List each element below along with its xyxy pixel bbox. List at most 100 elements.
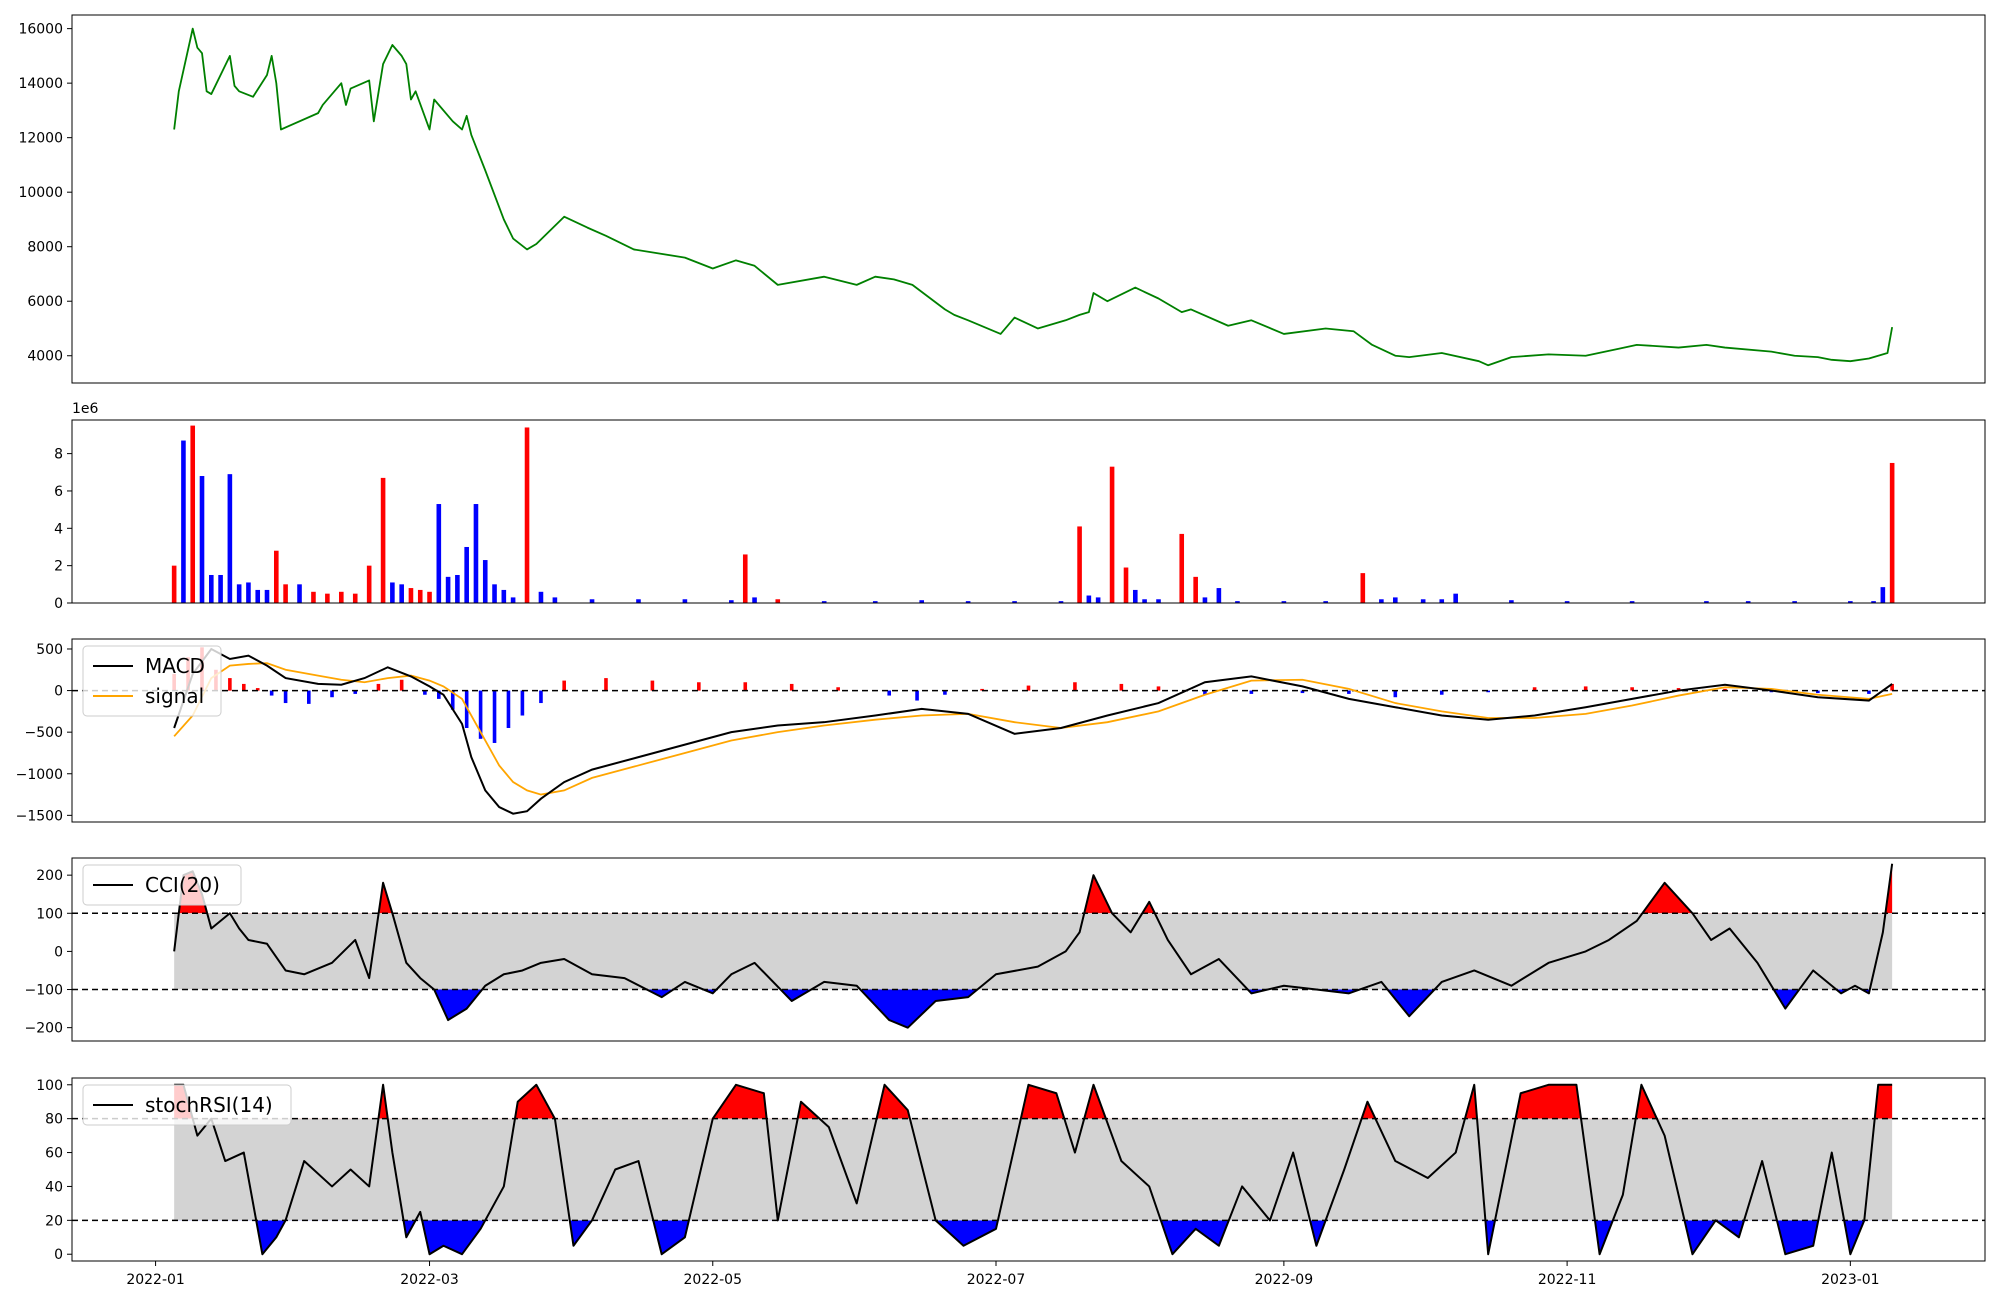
- macd-ytick-label: −1000: [16, 767, 63, 783]
- macd-histogram-bar: [1439, 690, 1444, 695]
- volume-bar: [1420, 599, 1426, 603]
- volume-bar: [1216, 588, 1222, 603]
- volume-bar: [1123, 567, 1129, 603]
- price-ytick-label: 16000: [18, 22, 63, 38]
- price-ytick-label: 6000: [27, 294, 63, 310]
- volume-bar: [311, 591, 316, 603]
- x-tick-label: 2022-09: [1255, 1272, 1314, 1288]
- macd-histogram-bar: [650, 680, 655, 691]
- x-tick-label: 2023-01: [1821, 1272, 1880, 1288]
- volume-bar: [380, 477, 386, 603]
- volume-bar: [1095, 597, 1101, 603]
- price-line: [173, 27, 1894, 367]
- cci-legend-box: [82, 864, 242, 906]
- stochrsi-ytick-label: 20: [45, 1213, 63, 1229]
- macd-histogram-bar: [1026, 685, 1031, 691]
- cci-ytick-label: −200: [25, 1021, 63, 1037]
- stochrsi-neutral-band: [174, 1118, 1893, 1221]
- macd-histogram-bar: [399, 679, 404, 691]
- volume-bar: [1156, 599, 1161, 603]
- cci-panel: 200 100 0 −100 −200 CCI(20): [25, 857, 1986, 1042]
- macd-histogram-bar: [269, 690, 274, 696]
- volume-bar: [752, 597, 757, 603]
- macd-legend-label: MACD: [145, 654, 205, 678]
- macd-histogram-bar: [943, 690, 947, 695]
- volume-bar: [524, 427, 530, 603]
- macd-histogram-bar: [1393, 690, 1398, 698]
- volume-bar: [729, 600, 734, 603]
- macd-panel: 500 0 −500 −1000 −1500 MACD signal: [16, 638, 1986, 824]
- cci-ytick-label: 100: [36, 906, 63, 922]
- macd-histogram-bar: [1532, 687, 1537, 691]
- volume-bar: [1439, 599, 1445, 603]
- volume-bar: [366, 565, 372, 603]
- volume-bar: [297, 584, 302, 603]
- macd-histogram-bar: [1203, 690, 1207, 695]
- macd-histogram-bar: [330, 690, 334, 698]
- macd-histogram-bar: [1583, 686, 1588, 691]
- volume-bar: [455, 574, 460, 603]
- volume-bar: [1058, 601, 1064, 603]
- volume-bar: [1629, 601, 1635, 603]
- macd-histogram-bar: [520, 690, 525, 716]
- macd-histogram-bar: [915, 690, 919, 701]
- cci-legend-label: CCI(20): [145, 873, 220, 897]
- macd-histogram-bar: [1119, 683, 1124, 691]
- volume-bar: [1379, 599, 1384, 603]
- volume-bar: [209, 574, 214, 603]
- volume-bar: [445, 576, 451, 603]
- stochrsi-overbought-fill: [174, 1084, 1893, 1119]
- volume-bar: [1142, 599, 1147, 603]
- volume-bar: [1792, 601, 1797, 603]
- volume-bar: [501, 589, 507, 603]
- macd-histogram-bar: [836, 687, 840, 691]
- volume-bar: [417, 589, 423, 603]
- volume-scale-label: 1e6: [72, 401, 99, 417]
- cci-ytick-label: 0: [54, 944, 63, 960]
- x-tick-label: 2022-01: [126, 1272, 185, 1288]
- volume-ytick-label: 6: [54, 484, 63, 500]
- cci-ytick-label: −100: [25, 983, 63, 999]
- macd-histogram-bar: [743, 682, 748, 691]
- volume-ytick-label: 4: [54, 521, 63, 537]
- volume-bar: [1848, 601, 1853, 603]
- macd-histogram-bar: [255, 688, 260, 691]
- volume-bar: [473, 504, 479, 603]
- volume-bar: [181, 440, 186, 603]
- stochrsi-panel: 100 80 60 40 20 0 stochRSI(14): [36, 1077, 1986, 1263]
- volume-bar: [1745, 601, 1751, 603]
- stochrsi-ytick-label: 0: [54, 1247, 63, 1263]
- volume-bar: [283, 584, 288, 603]
- volume-bar: [227, 474, 233, 603]
- macd-histogram-bar: [1723, 688, 1727, 691]
- macd-ytick-label: −500: [25, 725, 63, 741]
- volume-bar: [171, 565, 177, 603]
- macd-histogram-bar: [478, 690, 483, 739]
- volume-bar: [427, 591, 432, 603]
- volume-bar: [552, 597, 558, 603]
- volume-bar: [352, 593, 358, 603]
- macd-histogram-bar: [1249, 690, 1254, 694]
- volume-bar: [965, 601, 971, 603]
- x-tick-label: 2022-07: [967, 1272, 1026, 1288]
- macd-histogram-bar: [1073, 682, 1077, 691]
- volume-bar: [1453, 593, 1458, 603]
- volume-bar: [1871, 601, 1876, 603]
- macd-frame: [71, 638, 1986, 823]
- volume-bar: [218, 574, 223, 603]
- volume-bar: [821, 601, 827, 603]
- macd-histogram-bar: [539, 690, 543, 704]
- volume-panel: 1e6 0 2 4 6 8: [54, 401, 1986, 612]
- stochrsi-ytick-label: 40: [45, 1179, 63, 1195]
- volume-bar: [636, 599, 641, 603]
- volume-bar: [1393, 597, 1398, 603]
- volume-bar: [199, 476, 205, 603]
- macd-histogram-bar: [1630, 687, 1634, 691]
- macd-histogram-bar: [1347, 690, 1351, 694]
- volume-bar: [1509, 600, 1514, 603]
- macd-histogram-bar: [789, 683, 794, 691]
- macd-histogram-bar: [980, 688, 984, 691]
- macd-histogram-bar: [1300, 690, 1305, 694]
